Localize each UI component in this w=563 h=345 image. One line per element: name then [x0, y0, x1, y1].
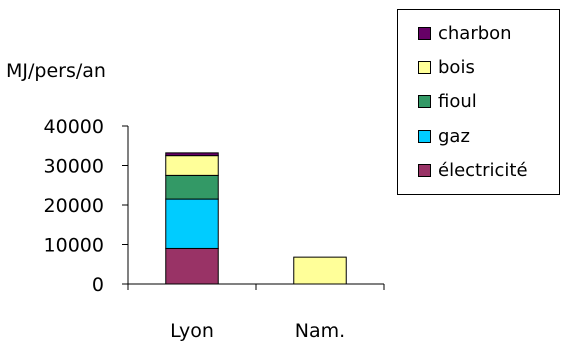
- legend-swatch-electricite: [418, 163, 431, 177]
- x-tick-label: Nam.: [295, 320, 345, 342]
- y-tick-label: 40000: [44, 116, 104, 138]
- bar-lyon-bois: [165, 155, 219, 176]
- plot-area: 0 10000 20000 30000 40000 Lyon Nam.: [44, 116, 385, 342]
- legend-swatch-charbon: [418, 26, 431, 40]
- x-tick-label: Lyon: [170, 320, 214, 342]
- legend-label-charbon: charbon: [438, 22, 512, 44]
- y-tick-label: 30000: [44, 156, 104, 178]
- bar-lyon-fioul: [165, 174, 219, 200]
- y-axis-label: MJ/pers/an: [6, 60, 106, 82]
- legend-item-charbon: charbon: [418, 20, 512, 46]
- legend-item-electricite: électricité: [418, 157, 528, 183]
- legend: charbon bois fioul gaz électricité: [397, 9, 560, 195]
- bar-lyon-gaz: [165, 198, 219, 249]
- bar-lyon-charbon: [165, 152, 219, 157]
- bar-lyon-electricite: [165, 247, 219, 285]
- legend-label-gaz: gaz: [438, 125, 470, 147]
- legend-swatch-gaz: [418, 129, 431, 143]
- legend-label-bois: bois: [438, 56, 475, 78]
- y-tick-label: 20000: [44, 195, 104, 217]
- legend-item-fioul: fioul: [418, 88, 477, 114]
- legend-item-gaz: gaz: [418, 123, 470, 149]
- bar-nam-bois: [293, 256, 347, 285]
- legend-label-fioul: fioul: [438, 90, 477, 112]
- y-tick-label: 0: [92, 274, 104, 296]
- legend-item-bois: bois: [418, 54, 475, 80]
- legend-swatch-bois: [418, 60, 431, 74]
- legend-swatch-fioul: [418, 94, 431, 108]
- y-tick-label: 10000: [44, 235, 104, 257]
- legend-label-electricite: électricité: [438, 159, 528, 181]
